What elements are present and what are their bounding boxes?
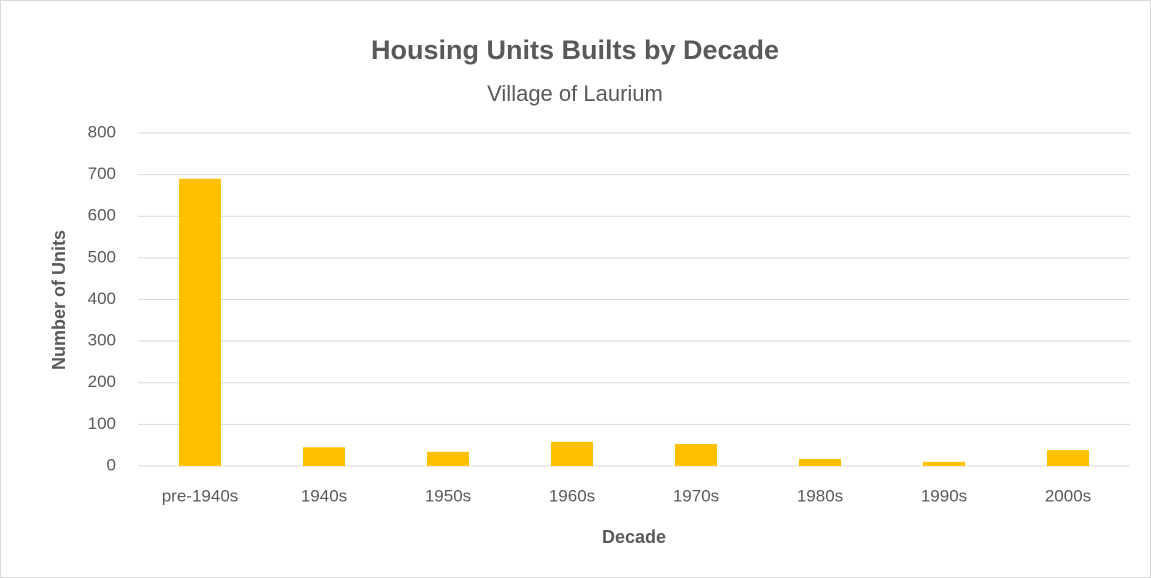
- bar: [427, 451, 469, 466]
- x-tick-label: 1960s: [549, 486, 595, 505]
- bar: [1047, 450, 1089, 466]
- y-tick-label: 500: [88, 247, 116, 266]
- y-tick-label: 200: [88, 372, 116, 391]
- x-tick-label: 1950s: [425, 486, 471, 505]
- x-axis-title: Decade: [602, 527, 666, 547]
- chart-title: Housing Units Builts by Decade: [371, 35, 779, 65]
- x-tick-label: 1990s: [921, 486, 967, 505]
- x-tick-label: 1980s: [797, 486, 843, 505]
- bar: [551, 441, 593, 466]
- y-tick-label: 600: [88, 206, 116, 225]
- x-tick-label: 1940s: [301, 486, 347, 505]
- x-tick-label: pre-1940s: [162, 486, 239, 505]
- chart-subtitle: Village of Laurium: [487, 81, 663, 106]
- bar: [675, 443, 717, 466]
- y-tick-label: 400: [88, 289, 116, 308]
- y-tick-label: 0: [107, 455, 116, 474]
- bar: [179, 178, 221, 466]
- y-tick-label: 300: [88, 331, 116, 350]
- bar: [303, 447, 345, 466]
- x-tick-label: 2000s: [1045, 486, 1091, 505]
- bar: [799, 458, 841, 466]
- y-axis-title: Number of Units: [49, 230, 69, 370]
- bar: [923, 461, 965, 466]
- y-tick-label: 800: [88, 122, 116, 141]
- y-tick-label: 100: [88, 414, 116, 433]
- x-tick-label: 1970s: [673, 486, 719, 505]
- y-tick-label: 700: [88, 164, 116, 183]
